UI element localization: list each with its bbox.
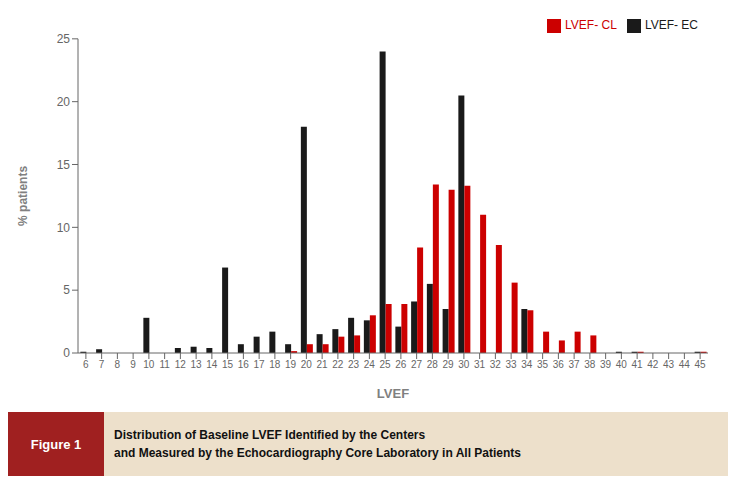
svg-text:45: 45 bbox=[695, 359, 707, 370]
svg-text:LVEF: LVEF bbox=[377, 386, 409, 401]
svg-text:35: 35 bbox=[537, 359, 549, 370]
svg-text:10: 10 bbox=[57, 221, 71, 235]
svg-text:20: 20 bbox=[57, 95, 71, 109]
svg-text:41: 41 bbox=[632, 359, 644, 370]
svg-text:8: 8 bbox=[115, 359, 121, 370]
svg-text:11: 11 bbox=[159, 359, 170, 370]
svg-text:27: 27 bbox=[411, 359, 423, 370]
svg-text:23: 23 bbox=[348, 359, 360, 370]
svg-text:17: 17 bbox=[254, 359, 266, 370]
svg-text:42: 42 bbox=[647, 359, 659, 370]
svg-text:29: 29 bbox=[443, 359, 455, 370]
svg-text:15: 15 bbox=[57, 158, 71, 172]
html-text:Distribution of Baseline LVEF: Distribution of Baseline LVEF Identified… bbox=[114, 428, 426, 442]
svg-text:28: 28 bbox=[427, 359, 439, 370]
svg-text:26: 26 bbox=[395, 359, 407, 370]
svg-text:0: 0 bbox=[63, 346, 70, 360]
svg-text:13: 13 bbox=[191, 359, 203, 370]
svg-text:6: 6 bbox=[83, 359, 89, 370]
svg-text:31: 31 bbox=[474, 359, 486, 370]
html-text:Figure 1: Figure 1 bbox=[30, 436, 82, 452]
svg-text:21: 21 bbox=[317, 359, 329, 370]
svg-text:25: 25 bbox=[380, 359, 392, 370]
svg-text:19: 19 bbox=[285, 359, 297, 370]
svg-text:38: 38 bbox=[584, 359, 596, 370]
svg-text:36: 36 bbox=[553, 359, 565, 370]
svg-text:43: 43 bbox=[663, 359, 675, 370]
svg-text:12: 12 bbox=[175, 359, 187, 370]
svg-text:20: 20 bbox=[301, 359, 313, 370]
svg-text:33: 33 bbox=[506, 359, 518, 370]
svg-text:18: 18 bbox=[269, 359, 281, 370]
svg-text:7: 7 bbox=[99, 359, 105, 370]
svg-text:40: 40 bbox=[616, 359, 628, 370]
svg-text:9: 9 bbox=[130, 359, 136, 370]
svg-text:25: 25 bbox=[57, 32, 71, 46]
svg-text:22: 22 bbox=[332, 359, 344, 370]
svg-text:14: 14 bbox=[206, 359, 218, 370]
svg-text:39: 39 bbox=[600, 359, 612, 370]
svg-text:44: 44 bbox=[679, 359, 691, 370]
svg-text:16: 16 bbox=[238, 359, 250, 370]
svg-text:34: 34 bbox=[521, 359, 533, 370]
html-text:LVEF- CL: LVEF- CL bbox=[565, 18, 617, 32]
svg-text:37: 37 bbox=[569, 359, 581, 370]
svg-text:10: 10 bbox=[143, 359, 155, 370]
html-text:and Measured by the Echocardio: and Measured by the Echocardiography Cor… bbox=[114, 446, 521, 460]
svg-text:24: 24 bbox=[364, 359, 376, 370]
svg-text:30: 30 bbox=[458, 359, 470, 370]
svg-text:15: 15 bbox=[222, 359, 234, 370]
svg-text:5: 5 bbox=[63, 283, 70, 297]
svg-text:% patients: % patients bbox=[16, 166, 30, 226]
svg-text:32: 32 bbox=[490, 359, 502, 370]
html-text:LVEF- EC: LVEF- EC bbox=[644, 18, 698, 32]
